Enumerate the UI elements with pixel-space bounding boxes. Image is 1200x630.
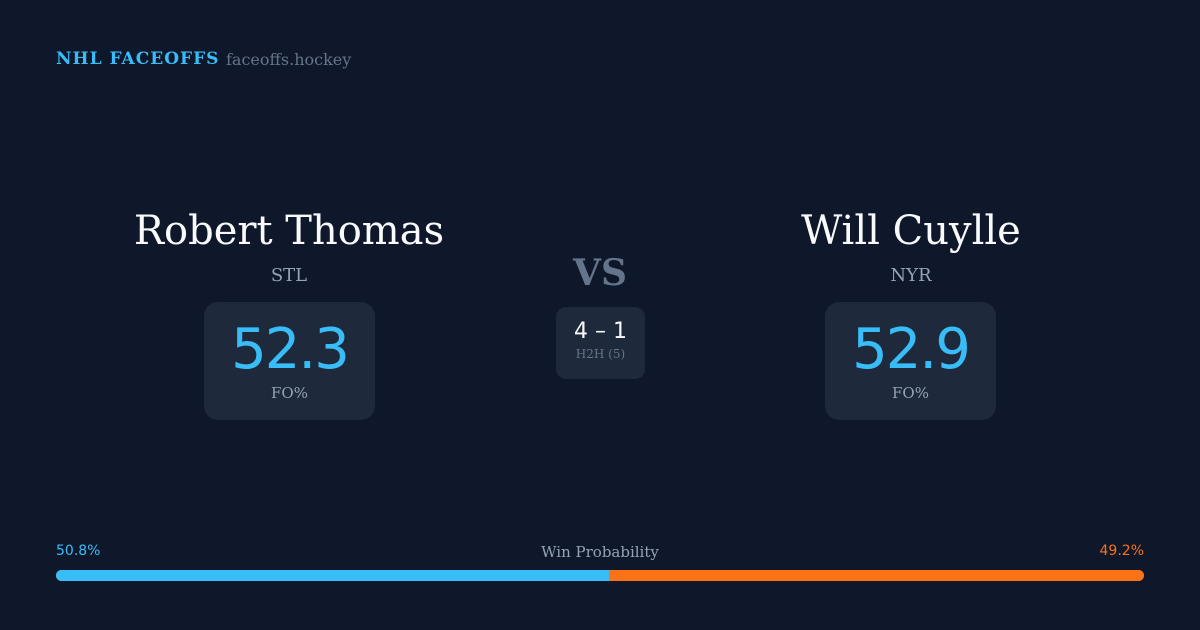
h2h-score: 4 – 1 bbox=[574, 319, 627, 344]
player-name: Robert Thomas bbox=[133, 208, 445, 254]
player-right: Will Cuylle NYR bbox=[711, 205, 1111, 286]
player-name: Will Cuylle bbox=[801, 208, 1021, 254]
versus-label: VS bbox=[573, 252, 627, 294]
player-team: STL bbox=[270, 265, 308, 286]
faceoff-card-left: 52.3 FO% bbox=[204, 302, 375, 420]
win-prob-bar-right bbox=[608, 570, 1144, 581]
player-team: NYR bbox=[890, 265, 932, 286]
win-prob-right: 49.2% bbox=[1099, 543, 1144, 559]
win-prob-bar-left bbox=[56, 570, 609, 581]
player-left: Robert Thomas STL bbox=[89, 205, 489, 286]
faceoff-percentage: 52.3 bbox=[231, 317, 350, 382]
win-probability-bar bbox=[56, 570, 1144, 581]
faceoff-card-right: 52.9 FO% bbox=[825, 302, 996, 420]
faceoff-label: FO% bbox=[892, 384, 929, 402]
faceoff-label: FO% bbox=[271, 384, 308, 402]
site-domain: faceoffs.hockey bbox=[226, 50, 352, 69]
faceoff-percentage: 52.9 bbox=[852, 317, 971, 382]
brand-title: NHL FACEOFFS bbox=[56, 49, 220, 69]
head-to-head-card: 4 – 1 H2H (5) bbox=[556, 307, 645, 379]
h2h-label: H2H (5) bbox=[575, 347, 626, 361]
win-prob-title: Win Probability bbox=[541, 543, 659, 561]
win-prob-left: 50.8% bbox=[56, 543, 101, 559]
